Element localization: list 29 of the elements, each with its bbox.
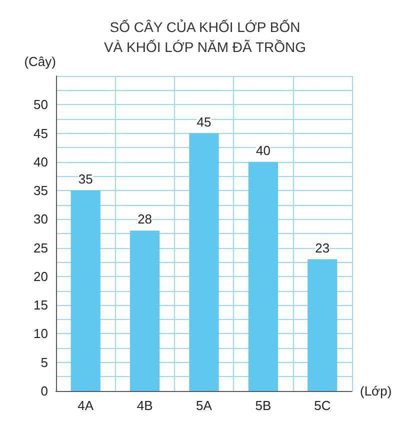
y-tick-label: 10 <box>34 326 48 342</box>
y-tick-label: 25 <box>34 240 48 256</box>
bar <box>70 190 100 391</box>
y-tick-label: 35 <box>34 183 48 198</box>
y-tick-label: 0 <box>40 384 48 398</box>
x-tick-label: 5B <box>255 398 272 413</box>
data-label: 40 <box>256 142 270 158</box>
y-tick-label: 45 <box>34 126 48 141</box>
data-label: 23 <box>315 240 330 256</box>
y-axis-title: (Cây) <box>24 54 56 69</box>
bar <box>130 230 160 391</box>
bar <box>248 162 278 391</box>
y-tick-label: 40 <box>34 154 48 170</box>
y-tick-label: 30 <box>34 212 48 227</box>
x-tick-label: 5A <box>196 398 212 413</box>
y-tick-label: 5 <box>40 354 48 370</box>
x-tick-label: 4A <box>78 398 94 413</box>
chart-title: SỐ CÂY CỦA KHỐI LỚP BỐN VÀ KHỐI LỚP NĂM ĐÃ TRỒNG <box>104 19 306 55</box>
x-tick-label: 5C <box>314 398 331 413</box>
data-label: 45 <box>196 114 212 130</box>
y-tick-label: 50 <box>34 97 48 112</box>
bar <box>308 259 338 391</box>
y-tick-label: 20 <box>34 268 48 284</box>
data-label: 35 <box>78 172 93 187</box>
data-label: 28 <box>138 212 152 227</box>
y-tick-label: 15 <box>34 298 48 313</box>
bar <box>189 133 219 391</box>
x-axis-title: (Lớp) <box>360 384 392 398</box>
x-tick-label: 4B <box>136 398 153 413</box>
